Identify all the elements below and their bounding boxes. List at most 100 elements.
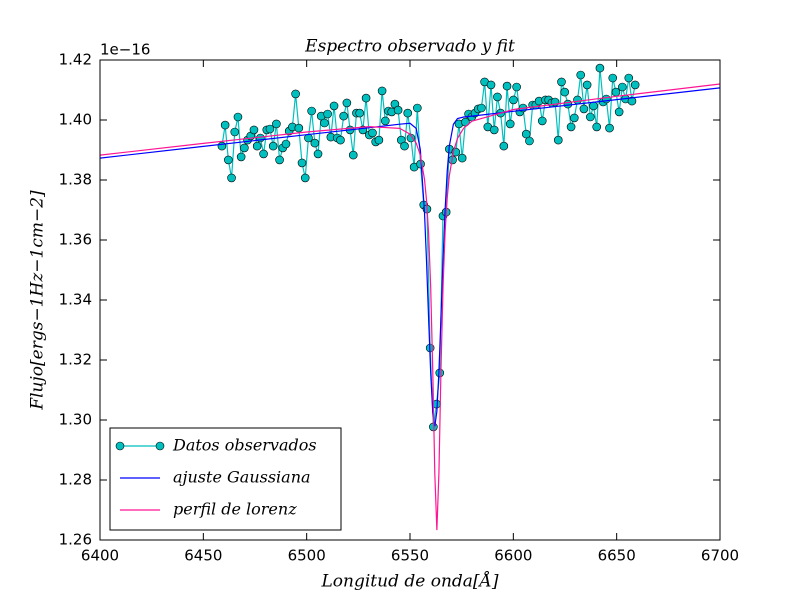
data-point	[374, 135, 384, 145]
data-point	[502, 81, 512, 91]
data-point	[569, 113, 579, 123]
data-point	[233, 112, 243, 122]
data-point	[403, 108, 413, 118]
data-point	[566, 122, 576, 132]
series-line	[100, 87, 720, 427]
data-point	[265, 124, 275, 134]
data-point	[406, 133, 416, 143]
y-tick-label: 1.34	[59, 291, 92, 309]
plot-frame	[99, 59, 721, 541]
data-point	[592, 122, 602, 132]
data-point	[608, 73, 618, 83]
data-point	[294, 123, 304, 133]
data-point	[560, 87, 569, 97]
data-point	[605, 123, 614, 133]
data-point	[400, 141, 409, 151]
y-tick-label: 1.30	[59, 411, 92, 429]
data-point	[217, 141, 227, 151]
data-point	[310, 138, 320, 148]
legend-label: ajuste Gaussiana	[173, 468, 311, 487]
y-tick-label: 1.38	[59, 171, 92, 189]
data-point	[576, 70, 586, 80]
y-tick-label: 1.32	[59, 351, 92, 369]
y-offset-label: 1e−16	[100, 41, 150, 59]
x-tick-label: 6400	[81, 547, 119, 565]
x-tick-label: 6500	[288, 547, 326, 565]
data-point	[505, 119, 515, 129]
data-point	[595, 63, 605, 73]
data-point	[512, 82, 521, 92]
data-point	[342, 98, 352, 108]
x-tick-label: 6450	[184, 547, 222, 565]
data-point	[329, 101, 339, 111]
x-tick-label: 6550	[391, 547, 429, 565]
data-point	[563, 99, 573, 109]
data-point	[224, 155, 233, 165]
data-point	[268, 141, 278, 151]
data-point	[499, 141, 509, 151]
data-point	[236, 152, 246, 162]
x-tick-label: 6600	[494, 547, 532, 565]
data-point	[618, 82, 627, 92]
x-tick-label: 6700	[701, 547, 739, 565]
data-point	[313, 149, 323, 159]
chart-title: Espectro observado y fit	[304, 37, 515, 57]
data-point	[435, 368, 445, 378]
y-tick-label: 1.26	[59, 531, 92, 549]
data-point	[579, 104, 589, 114]
legend-marker	[115, 441, 125, 451]
x-axis-label: Longitud de onda[Å]	[321, 571, 499, 592]
data-point	[486, 80, 496, 90]
legend-label: Datos observados	[172, 436, 317, 455]
data-point	[557, 77, 566, 87]
legend-box	[109, 427, 342, 531]
data-point	[602, 94, 611, 104]
data-point	[307, 106, 316, 116]
data-point	[368, 128, 377, 138]
data-point	[300, 173, 310, 183]
data-point	[393, 105, 403, 115]
data-point	[477, 103, 486, 113]
data-point	[553, 135, 563, 145]
y-tick-label: 1.28	[59, 471, 92, 489]
y-axis-label: Flujo[ergs−1Hz−1cm−2]	[28, 190, 48, 411]
x-tick-label: 6650	[598, 547, 636, 565]
data-point	[573, 95, 582, 105]
data-point	[220, 120, 230, 130]
data-point	[348, 150, 358, 160]
data-point	[320, 118, 329, 128]
data-point	[339, 111, 348, 121]
data-point	[259, 149, 268, 159]
data-point	[227, 173, 236, 183]
data-point	[249, 125, 259, 135]
data-point	[457, 153, 467, 163]
data-point	[509, 95, 518, 105]
data-point	[323, 109, 332, 119]
data-point	[361, 93, 371, 103]
data-point	[291, 89, 300, 99]
data-point	[537, 116, 547, 126]
data-point	[377, 86, 387, 96]
legend-label: perfil de lorenz	[173, 500, 297, 519]
data-point	[521, 129, 531, 139]
data-point	[624, 73, 634, 83]
series-line	[100, 83, 720, 531]
y-tick-label: 1.36	[59, 231, 92, 249]
data-point	[297, 158, 307, 168]
data-point	[582, 80, 592, 90]
data-point	[627, 96, 637, 106]
legend-marker	[155, 441, 165, 451]
data-point	[252, 141, 262, 151]
y-tick-label: 1.40	[59, 111, 92, 129]
data-point	[413, 103, 422, 113]
data-point	[240, 143, 249, 153]
data-point	[336, 135, 345, 145]
data-point	[230, 127, 240, 137]
data-point	[281, 139, 291, 149]
data-point	[630, 80, 640, 90]
data-point	[489, 125, 499, 135]
data-point	[381, 116, 390, 126]
data-point	[272, 119, 281, 129]
